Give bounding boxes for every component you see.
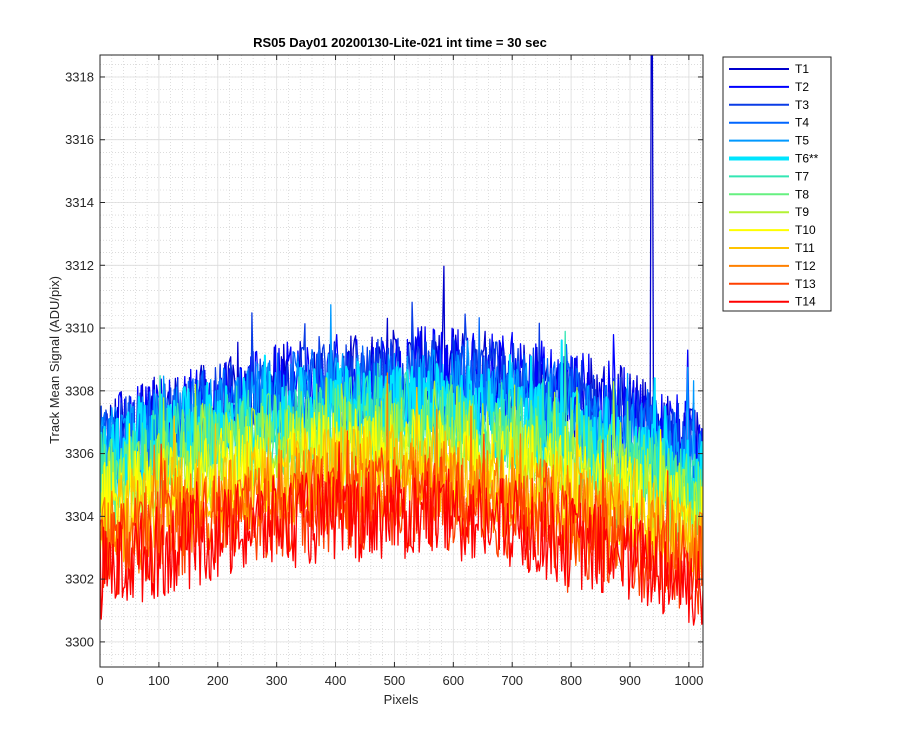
x-tick-label: 700 <box>501 673 523 688</box>
legend-label: T2 <box>795 80 809 94</box>
legend-label: T7 <box>795 169 809 183</box>
y-tick-label: 3316 <box>65 132 94 147</box>
chart-title: RS05 Day01 20200130-Lite-021 int time = … <box>253 35 547 50</box>
y-tick-label: 3308 <box>65 383 94 398</box>
legend: T1 T2 T3 T4 T5 T6** T7 T8 T9 T10 T11 T12 T13 T14 <box>722 56 832 312</box>
y-tick-label: 3318 <box>65 69 94 84</box>
legend-label: T4 <box>795 116 809 130</box>
x-axis-label: Pixels <box>384 692 419 707</box>
x-tick-label: 500 <box>384 673 406 688</box>
y-axis-label: Track Mean Signal (ADU/pix) <box>47 276 62 444</box>
y-tick-label: 3310 <box>65 321 94 336</box>
x-tick-label: 600 <box>442 673 464 688</box>
legend-label: T13 <box>795 277 816 291</box>
legend-label: T1 <box>795 62 809 76</box>
y-tick-label: 3314 <box>65 195 94 210</box>
x-tick-label: 100 <box>148 673 170 688</box>
x-tick-label: 400 <box>325 673 347 688</box>
legend-box <box>722 56 832 312</box>
series-line-T13 <box>100 430 703 615</box>
x-tick-label: 200 <box>207 673 229 688</box>
series-line-T14 <box>100 441 703 626</box>
legend-label: T6** <box>795 152 819 166</box>
legend-label: T12 <box>795 259 816 273</box>
series-layer <box>100 55 703 626</box>
legend-label: T10 <box>795 223 816 237</box>
x-tick-label: 300 <box>266 673 288 688</box>
y-axis: 3300 3302 3304 3306 3308 3310 3312 3314 3316 3318 <box>65 69 703 649</box>
x-axis: 0 100 200 300 400 500 600 700 800 900 1000 <box>96 55 703 688</box>
legend-label: T11 <box>795 241 815 255</box>
y-tick-label: 3306 <box>65 446 94 461</box>
x-tick-label: 1000 <box>674 673 703 688</box>
y-tick-label: 3304 <box>65 509 94 524</box>
y-tick-label: 3312 <box>65 258 94 273</box>
legend-label: T3 <box>795 98 809 112</box>
y-tick-label: 3302 <box>65 572 94 587</box>
legend-label: T14 <box>795 295 816 309</box>
x-tick-label: 900 <box>619 673 641 688</box>
x-tick-label: 800 <box>560 673 582 688</box>
legend-label: T8 <box>795 187 809 201</box>
x-tick-label: 0 <box>96 673 103 688</box>
plot-frame <box>99 54 704 668</box>
legend-label: T9 <box>795 205 809 219</box>
legend-label: T5 <box>795 134 809 148</box>
y-tick-label: 3300 <box>65 634 94 649</box>
